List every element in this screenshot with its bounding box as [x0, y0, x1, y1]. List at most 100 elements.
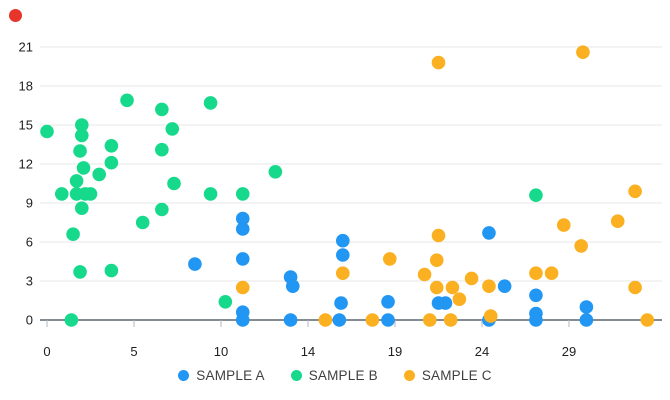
- data-point-sample-b[interactable]: [165, 122, 180, 136]
- x-tick-label: 14: [301, 344, 315, 359]
- data-point-sample-c[interactable]: [574, 239, 588, 253]
- data-point-sample-b[interactable]: [155, 102, 169, 117]
- data-point-sample-b[interactable]: [268, 165, 283, 179]
- legend-item-sample-a[interactable]: SAMPLE A: [178, 368, 264, 383]
- y-tick-label: 21: [19, 40, 33, 55]
- data-point-sample-a[interactable]: [336, 248, 350, 262]
- data-point-sample-c[interactable]: [544, 266, 559, 281]
- data-point-sample-c[interactable]: [443, 313, 458, 327]
- y-tick-label: 6: [26, 235, 33, 250]
- legend-item-sample-c[interactable]: SAMPLE C: [403, 368, 492, 383]
- x-tick-label: 5: [130, 344, 137, 359]
- data-point-sample-b[interactable]: [104, 263, 119, 278]
- data-point-sample-b[interactable]: [120, 93, 134, 108]
- y-tick-label: 9: [26, 196, 33, 211]
- data-point-sample-b[interactable]: [40, 124, 54, 139]
- legend-marker-sample-a: [178, 370, 190, 381]
- legend-label-sample-b: SAMPLE B: [308, 368, 378, 383]
- data-point-sample-b[interactable]: [155, 142, 169, 157]
- data-point-sample-b[interactable]: [167, 176, 181, 191]
- data-point-sample-c[interactable]: [452, 292, 467, 307]
- data-point-sample-a[interactable]: [579, 313, 594, 327]
- data-point-sample-a[interactable]: [579, 300, 594, 314]
- data-point-sample-b[interactable]: [155, 202, 169, 217]
- data-point-sample-a[interactable]: [188, 257, 202, 271]
- data-point-sample-b[interactable]: [83, 187, 98, 201]
- data-point-sample-c[interactable]: [556, 218, 571, 232]
- data-point-sample-b[interactable]: [104, 139, 119, 153]
- data-point-sample-c[interactable]: [429, 280, 444, 295]
- data-point-sample-b[interactable]: [64, 313, 79, 327]
- data-point-sample-b[interactable]: [529, 188, 543, 202]
- data-point-sample-b[interactable]: [218, 295, 233, 309]
- legend-item-sample-b[interactable]: SAMPLE B: [290, 368, 378, 383]
- data-point-sample-c[interactable]: [336, 266, 350, 281]
- data-point-sample-b[interactable]: [135, 215, 150, 230]
- data-point-sample-b[interactable]: [73, 265, 87, 279]
- data-point-sample-c[interactable]: [417, 267, 432, 282]
- data-point-sample-a[interactable]: [235, 211, 250, 226]
- data-point-sample-c[interactable]: [529, 266, 543, 281]
- data-point-sample-b[interactable]: [66, 227, 80, 241]
- y-tick-label: 12: [19, 157, 33, 172]
- data-point-sample-b[interactable]: [75, 201, 89, 215]
- y-tick-label: 3: [26, 274, 33, 289]
- data-point-sample-a[interactable]: [235, 222, 250, 236]
- data-point-sample-b[interactable]: [69, 174, 84, 188]
- data-point-sample-c[interactable]: [445, 280, 460, 295]
- data-point-sample-b[interactable]: [75, 118, 89, 132]
- data-point-sample-a[interactable]: [482, 226, 496, 240]
- y-tick-label: 15: [19, 118, 33, 133]
- data-point-sample-c[interactable]: [365, 313, 380, 327]
- data-point-sample-c[interactable]: [423, 313, 437, 327]
- data-point-sample-b[interactable]: [104, 155, 119, 170]
- legend-marker-sample-b: [290, 370, 302, 381]
- data-point-sample-a[interactable]: [334, 296, 348, 310]
- legend-label-sample-c: SAMPLE C: [421, 368, 492, 383]
- data-point-sample-b[interactable]: [76, 161, 91, 175]
- data-point-sample-b[interactable]: [203, 96, 218, 110]
- x-tick-label: 0: [43, 344, 50, 359]
- data-point-sample-a[interactable]: [381, 295, 395, 309]
- data-point-sample-a[interactable]: [283, 313, 298, 327]
- data-point-sample-a[interactable]: [332, 313, 347, 327]
- data-point-sample-c[interactable]: [431, 55, 446, 70]
- data-point-sample-a[interactable]: [438, 296, 453, 310]
- data-point-sample-c[interactable]: [318, 313, 333, 327]
- data-point-sample-c[interactable]: [610, 214, 625, 228]
- data-point-sample-b[interactable]: [92, 167, 106, 182]
- data-point-sample-a[interactable]: [529, 288, 543, 303]
- data-point-sample-a[interactable]: [235, 252, 250, 266]
- data-point-sample-b[interactable]: [73, 144, 87, 158]
- x-tick-label: 29: [562, 344, 576, 359]
- legend: SAMPLE A SAMPLE B SAMPLE C: [0, 368, 670, 383]
- data-point-sample-c[interactable]: [464, 271, 479, 286]
- data-point-sample-b[interactable]: [203, 187, 218, 201]
- data-point-sample-b[interactable]: [235, 187, 250, 201]
- x-tick-label: 19: [388, 344, 402, 359]
- x-tick-label: 24: [475, 344, 489, 359]
- red-cursor-dot: [9, 9, 22, 22]
- legend-marker-sample-c: [403, 370, 415, 381]
- data-point-sample-c[interactable]: [483, 309, 498, 323]
- data-point-sample-c[interactable]: [431, 228, 446, 243]
- data-point-sample-c[interactable]: [235, 280, 250, 295]
- y-tick-label: 18: [19, 79, 33, 94]
- data-point-sample-c[interactable]: [628, 280, 642, 295]
- data-point-sample-c[interactable]: [382, 252, 397, 266]
- data-point-sample-c[interactable]: [640, 313, 655, 327]
- data-point-sample-c[interactable]: [576, 45, 590, 59]
- data-point-sample-c[interactable]: [429, 253, 444, 267]
- data-point-sample-a[interactable]: [235, 313, 250, 327]
- data-point-sample-a[interactable]: [497, 279, 512, 294]
- data-point-sample-a[interactable]: [336, 233, 350, 248]
- data-point-sample-b[interactable]: [54, 187, 69, 201]
- data-point-sample-a[interactable]: [529, 313, 543, 327]
- data-point-sample-a[interactable]: [381, 313, 395, 327]
- data-point-sample-c[interactable]: [482, 279, 496, 294]
- data-point-sample-a[interactable]: [285, 279, 300, 294]
- data-point-sample-c[interactable]: [628, 184, 642, 199]
- data-point-sample-b[interactable]: [75, 128, 89, 143]
